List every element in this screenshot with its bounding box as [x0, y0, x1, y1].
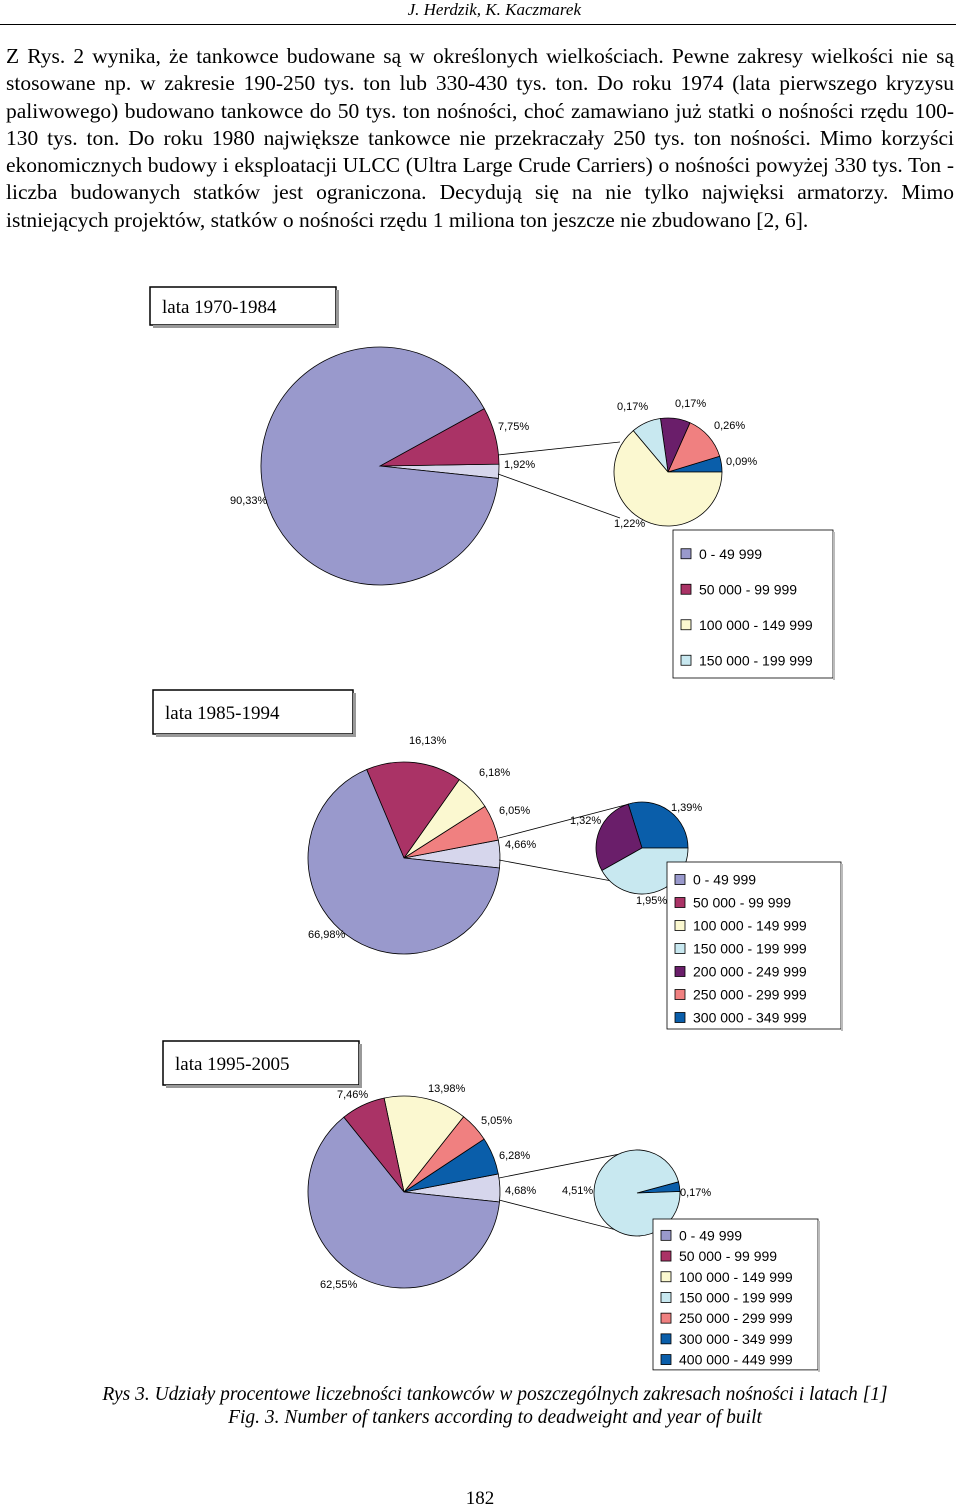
chart3-main-slice-3: [383, 1095, 465, 1193]
chart2-label-50k: 16,13%: [409, 735, 447, 747]
chart3-label-100k: 13,98%: [428, 1083, 466, 1095]
chart1-label-50k: 7,75%: [498, 421, 529, 433]
chart1-title-shadow-bottom: [153, 325, 339, 328]
chart2-label-250k: 6,05%: [499, 805, 530, 817]
chart3-legend-swatch-5: [660, 1333, 672, 1345]
chart3-legend-label-5: 300 000 - 349 999: [679, 1331, 793, 1347]
chart3-main-slice-5: [307, 1116, 500, 1289]
chart2-title-shadow: [353, 693, 356, 737]
chart3-legend-swatch-2: [660, 1271, 672, 1283]
chart1-label-other: 1,92%: [504, 459, 535, 471]
chart2-detail-slice-2: [601, 847, 689, 895]
caption-polish: Rys 3. Udziały procentowe liczebności ta…: [102, 1384, 888, 1405]
chart2-legend-label-1: 50 000 - 99 999: [693, 895, 791, 911]
chart3-legend-swatch-4: [660, 1312, 672, 1324]
chart1-main-slice-2: [260, 346, 499, 586]
chart1-title-box: [149, 286, 337, 326]
chart1-title-shadow: [336, 290, 339, 328]
chart2-title-shadow-bottom: [156, 734, 356, 737]
chart2-legend-swatch-1: [674, 897, 686, 908]
chart1-label-0-49k: 90,33%: [230, 495, 268, 507]
chart1-label-200k: 0,17%: [675, 398, 706, 410]
chart1-label-250k: 0,26%: [714, 420, 745, 432]
chart3-legend-label-4: 250 000 - 299 999: [679, 1310, 793, 1326]
chart3-label-other: 4,68%: [505, 1185, 536, 1197]
chart2-legend-swatch-5: [674, 989, 686, 1000]
chart3-legend-frame: [652, 1218, 819, 1371]
page-number: 182: [465, 1488, 495, 1509]
chart1-legend-label-3: 150 000 - 199 999: [699, 652, 813, 668]
running-header: J. Herdzik, K. Kaczmarek: [0, 0, 956, 25]
chart3-legend-swatch-6: [660, 1354, 672, 1365]
chart2-legend-label-6: 300 000 - 349 999: [693, 1010, 807, 1026]
chart3-title-shadow: [359, 1044, 362, 1088]
chart1-title: lata 1970-1984: [162, 297, 277, 318]
body-paragraph: Z Rys. 2 wynika, że tankowce budowane są…: [6, 44, 954, 232]
chart1-legend-shadow: [833, 532, 835, 680]
chart1-legend-swatch-0: [680, 548, 692, 560]
chart1-legend-label-0: 0 - 49 999: [699, 546, 762, 562]
chart1-legend-swatch-1: [680, 583, 692, 595]
chart3-label-0-49k: 62,55%: [320, 1279, 358, 1291]
chart3-connector-top: [498, 1149, 641, 1179]
chart3-legend-swatch-3: [660, 1292, 672, 1303]
chart2-connector-top: [498, 802, 634, 839]
chart1-legend-label-2: 100 000 - 149 999: [699, 617, 813, 633]
chart2-legend-label-3: 150 000 - 199 999: [693, 941, 807, 957]
chart2-label-200k: 1,32%: [570, 815, 601, 827]
chart3-legend-label-3: 150 000 - 199 999: [679, 1289, 793, 1305]
chart2-legend-swatch-3: [674, 943, 686, 954]
chart2-detail-slice-0: [627, 801, 689, 849]
chart3-label-250k: 5,05%: [481, 1115, 512, 1127]
chart1-connector-bottom: [497, 473, 621, 519]
chart1-legend-label-1: 50 000 - 99 999: [699, 581, 797, 597]
chart2-legend-label-2: 100 000 - 149 999: [693, 918, 807, 934]
chart1-label-150k: 0,17%: [617, 401, 648, 413]
chart3-legend-label-0: 0 - 49 999: [679, 1227, 742, 1243]
chart2-label-other: 4,66%: [505, 839, 536, 851]
chart3-legend-label-6: 400 000 - 449 999: [679, 1352, 793, 1368]
chart2-legend-swatch-4: [674, 966, 686, 977]
chart3-label-150k: 4,51%: [562, 1185, 593, 1197]
chart2-detail-slice-1: [595, 803, 643, 872]
chart1-legend-swatch-2: [680, 619, 692, 631]
chart3-legend-swatch-1: [660, 1250, 672, 1262]
chart2-legend-label-5: 250 000 - 299 999: [693, 987, 807, 1003]
chart3-label-300k: 6,28%: [499, 1150, 530, 1162]
chart2-label-150k: 1,95%: [636, 895, 667, 907]
chart2-legend-swatch-2: [674, 920, 686, 931]
chart2-title-box: [152, 689, 354, 735]
chart1-label-300k: 0,09%: [726, 456, 757, 468]
chart2-legend-swatch-6: [674, 1012, 686, 1023]
chart1-legend-frame: [672, 529, 834, 679]
caption-english: Fig. 3. Number of tankers according to d…: [228, 1407, 762, 1428]
header-authors: J. Herdzik, K. Kaczmarek: [407, 0, 581, 19]
chart2-legend-swatch-0: [674, 874, 686, 885]
chart2-legend-label-4: 200 000 - 249 999: [693, 964, 807, 980]
chart3-legend-shadow: [818, 1221, 820, 1372]
chart1-connector-top: [497, 441, 621, 456]
chart2-label-0-49k: 66,98%: [308, 929, 346, 941]
chart3-title: lata 1995-2005: [175, 1054, 290, 1075]
chart2-legend-frame: [666, 861, 842, 1030]
chart3-legend-label-1: 50 000 - 99 999: [679, 1248, 777, 1264]
chart1-detail-slice-4: [613, 430, 723, 527]
chart2-main-slice-3: [366, 761, 460, 859]
chart3-legend-swatch-0: [660, 1229, 672, 1241]
chart2-main-slice-4: [307, 769, 500, 955]
chart3-legend-label-2: 100 000 - 149 999: [679, 1269, 793, 1285]
chart3-label-400k: 0,17%: [680, 1187, 711, 1199]
chart2-label-300k: 1,39%: [671, 802, 702, 814]
chart2-label-100k: 6,18%: [479, 767, 510, 779]
chart2-title: lata 1985-1994: [165, 703, 280, 724]
chart3-title-shadow-bottom: [166, 1085, 362, 1088]
chart3-label-50k: 7,46%: [337, 1089, 368, 1101]
chart2-legend-label-0: 0 - 49 999: [693, 872, 756, 888]
chart1-legend-swatch-3: [680, 654, 692, 666]
chart2-legend-shadow: [841, 864, 843, 1031]
chart1-label-100k: 1,22%: [614, 518, 645, 530]
